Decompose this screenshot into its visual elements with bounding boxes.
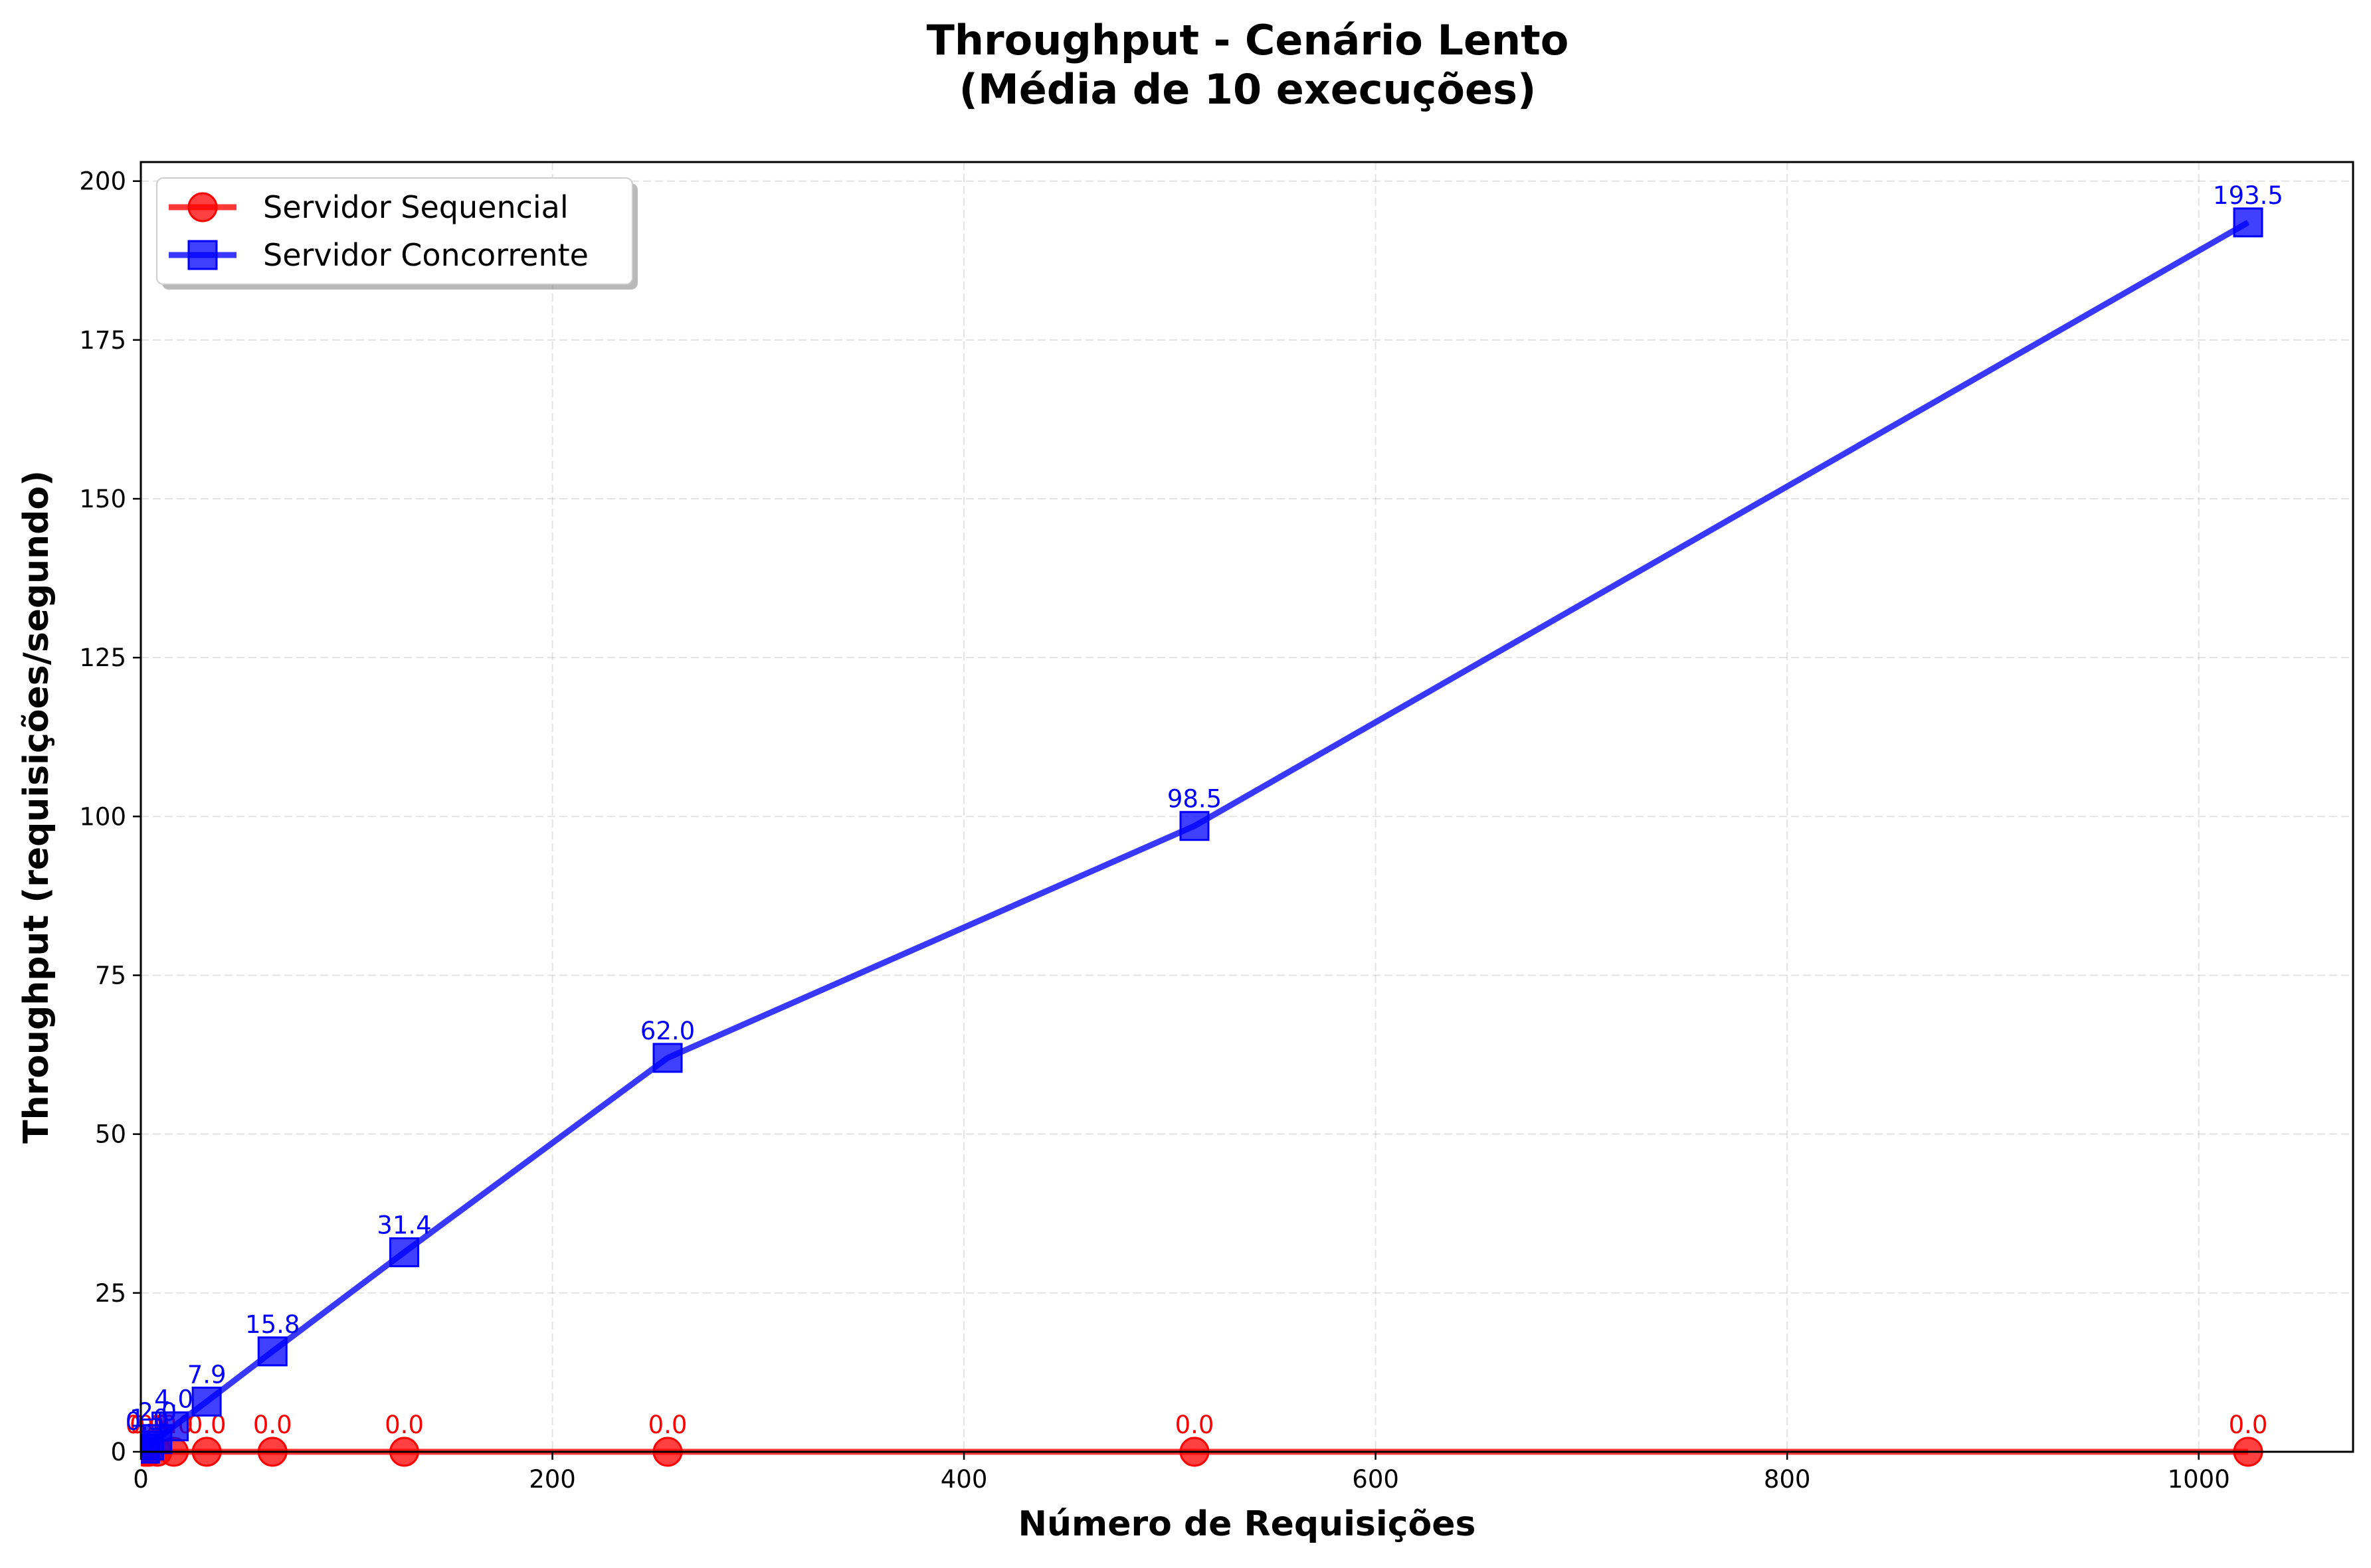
data-label-servidor-concorrente: 31.4 <box>377 1211 431 1240</box>
x-tick-label: 600 <box>1352 1465 1399 1494</box>
y-tick-label: 150 <box>79 485 126 513</box>
chart-subtitle: (Média de 10 execuções) <box>959 65 1537 114</box>
data-label-servidor-concorrente: 4.0 <box>154 1385 193 1414</box>
series-marker-servidor-concorrente <box>257 1336 288 1367</box>
series-marker-servidor-concorrente <box>389 1237 420 1268</box>
data-label-servidor-concorrente: 2.0 <box>138 1398 177 1427</box>
series-marker-servidor-concorrente <box>2233 207 2263 238</box>
data-label-servidor-concorrente: 98.5 <box>1167 785 1222 814</box>
legend-label-servidor-concorrente: Servidor Concorrente <box>263 237 589 273</box>
series-marker-servidor-concorrente <box>652 1043 683 1073</box>
data-label-servidor-concorrente: 1.0 <box>130 1404 169 1433</box>
plot-series: 0.00.00.00.00.00.00.00.00.00.00.51.02.04… <box>126 181 2283 1467</box>
data-label-servidor-sequencial: 0.0 <box>2229 1411 2268 1439</box>
data-label-servidor-concorrente: 0.5 <box>126 1407 165 1436</box>
y-tick-label: 0 <box>110 1438 126 1466</box>
data-label-servidor-sequencial: 0.0 <box>385 1411 424 1439</box>
x-tick-label: 0 <box>133 1465 149 1494</box>
data-label-servidor-concorrente: 15.8 <box>245 1310 300 1339</box>
legend-marker-servidor-concorrente <box>187 240 218 270</box>
y-tick-label: 175 <box>79 326 126 355</box>
data-label-servidor-sequencial: 0.0 <box>253 1411 292 1439</box>
y-tick-label: 100 <box>79 802 126 831</box>
legend-marker-servidor-sequencial <box>187 192 218 222</box>
grid <box>140 162 2353 1452</box>
x-tick-label: 400 <box>941 1465 988 1494</box>
y-tick-label: 50 <box>95 1120 126 1149</box>
data-label-servidor-concorrente: 7.9 <box>187 1360 227 1389</box>
series-marker-servidor-concorrente <box>1179 811 1210 841</box>
data-label-servidor-sequencial: 0.0 <box>1175 1411 1214 1439</box>
axis-ticks: 0 200 400 600 800 1000 0 25 50 75 100 125 150 175 200 <box>79 167 2229 1494</box>
y-tick-label: 25 <box>95 1279 126 1308</box>
data-label-servidor-concorrente: 193.5 <box>2213 181 2283 210</box>
data-label-servidor-sequencial: 0.0 <box>648 1411 688 1439</box>
y-axis-label: Throughput (requisições/segundo) <box>17 470 56 1144</box>
series-marker-servidor-concorrente <box>191 1386 222 1417</box>
series-servidor-concorrente <box>141 207 2263 1464</box>
plot-frame <box>140 161 2354 1453</box>
y-tick-label: 200 <box>79 167 126 196</box>
data-label-servidor-concorrente: 62.0 <box>640 1017 695 1045</box>
x-tick-label: 200 <box>529 1465 576 1494</box>
y-tick-label: 75 <box>95 962 126 990</box>
y-tick-label: 125 <box>79 644 126 672</box>
legend-box <box>156 177 633 285</box>
series-marker-servidor-concorrente <box>159 1411 189 1442</box>
legend: Servidor Sequencial Servidor Concorrente <box>156 177 638 290</box>
chart-title: Throughput - Cenário Lento <box>927 16 1569 64</box>
x-axis-label: Número de Requisições <box>1018 1504 1476 1544</box>
x-tick-label: 1000 <box>2168 1465 2230 1494</box>
x-tick-label: 800 <box>1764 1465 1811 1494</box>
legend-label-servidor-sequencial: Servidor Sequencial <box>263 189 569 225</box>
